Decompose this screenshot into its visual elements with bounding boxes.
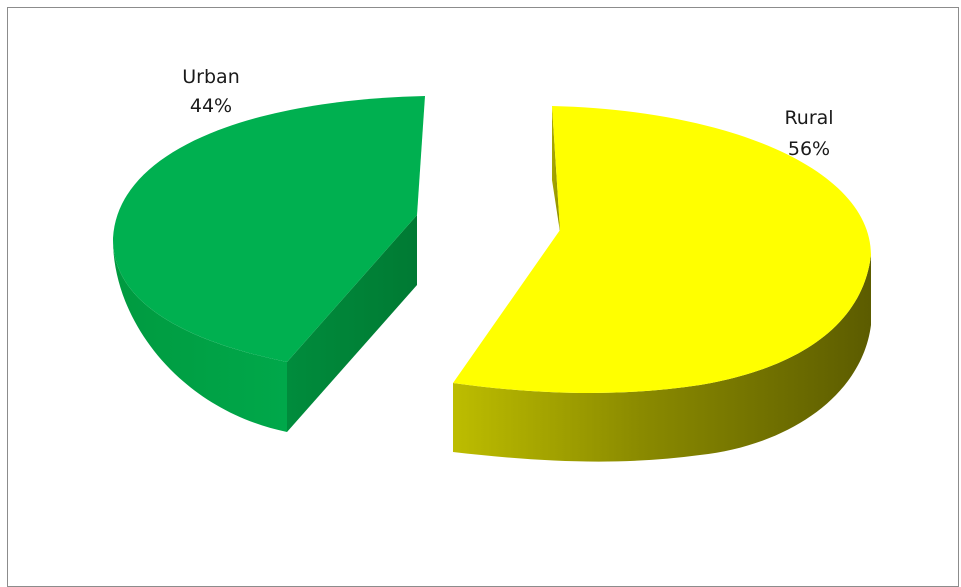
- rural-category-label: Rural: [784, 107, 833, 129]
- pie-slice-rural: [453, 106, 871, 462]
- urban-category-label: Urban: [182, 66, 239, 88]
- rural-slice-top: [453, 106, 871, 394]
- urban-slice-side: [112, 238, 287, 432]
- urban-slice-top: [112, 96, 425, 362]
- rural-slice-cut: [552, 106, 560, 232]
- urban-slice-cut: [287, 215, 417, 432]
- urban-percent-label: 44%: [190, 95, 232, 117]
- pie-slice-urban: [112, 96, 425, 432]
- rural-slice-side: [453, 255, 871, 462]
- rural-percent-label: 56%: [788, 138, 830, 160]
